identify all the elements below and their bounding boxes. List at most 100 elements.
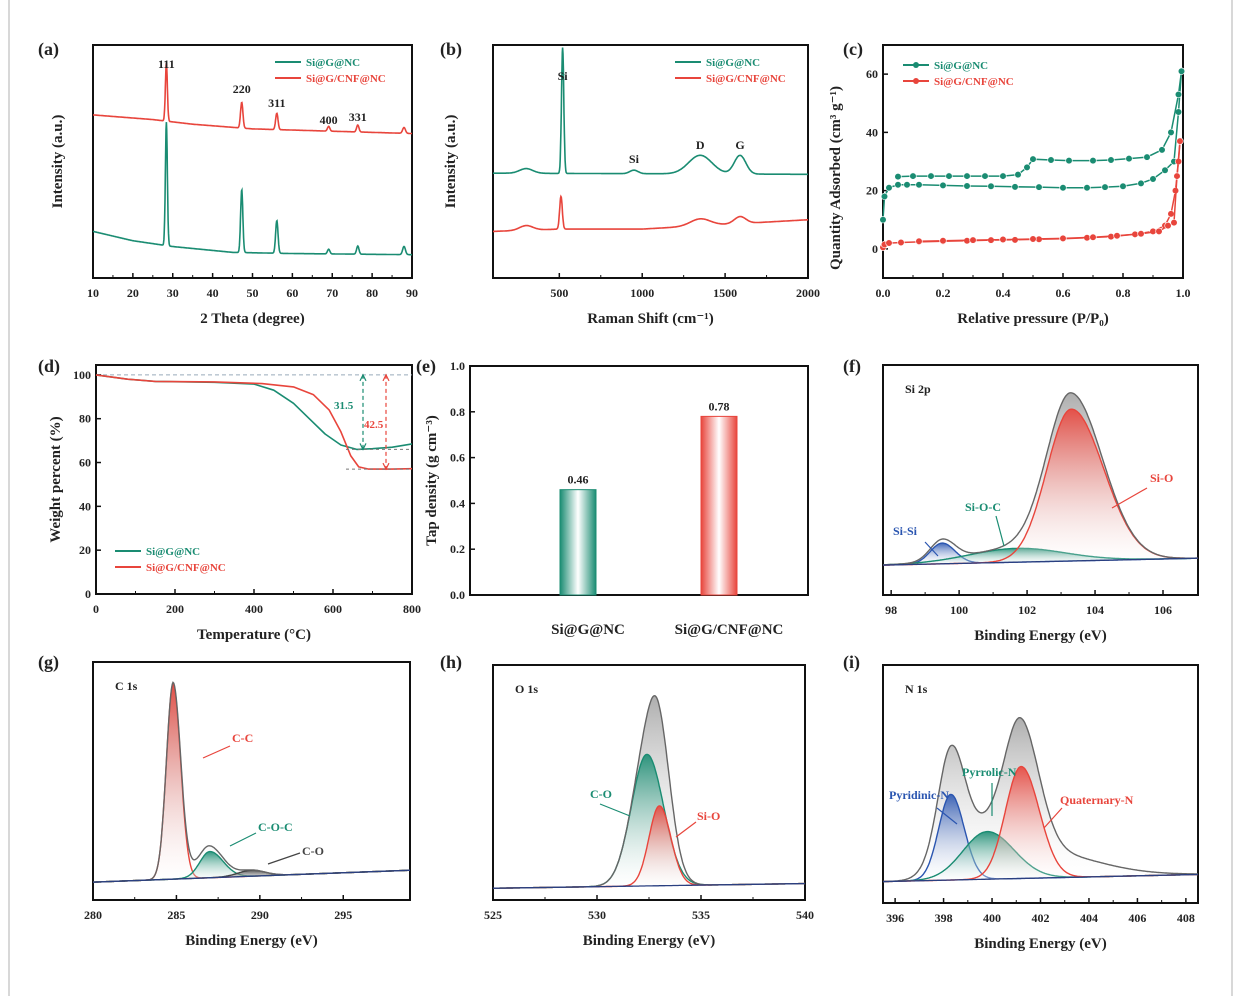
x-axis-label: 2 Theta (degree) xyxy=(200,311,304,327)
x-tick-label: 285 xyxy=(167,908,185,922)
bar-value-label: 0.78 xyxy=(709,399,730,413)
adsorption-point xyxy=(880,192,889,201)
desorption-point xyxy=(1047,156,1055,164)
adsorption-point xyxy=(879,216,887,224)
x-tick-label: 70 xyxy=(326,286,338,300)
legend-marker xyxy=(913,62,919,68)
peak-label: 111 xyxy=(158,57,175,71)
desorption-point xyxy=(1137,230,1145,238)
x-tick-label: 2000 xyxy=(796,286,820,300)
series-line-0 xyxy=(492,47,808,176)
panel-label: (f) xyxy=(843,356,861,377)
legend-label: Si@G/CNF@NC xyxy=(146,562,226,574)
y-tick-label: 60 xyxy=(866,67,878,81)
y-axis-label: Quantity Adsorbed (cm³ g⁻¹) xyxy=(828,86,844,270)
desorption-point xyxy=(1158,146,1166,154)
x-tick-label: 0.8 xyxy=(1116,286,1131,300)
peak-label: 311 xyxy=(268,96,285,110)
panel-b: (b) 500 1000 1500 2000 Raman Shift (cm⁻¹) Inte… xyxy=(440,39,820,327)
x-tick-label: 290 xyxy=(251,908,269,922)
y-axis-label: Tap density (g cm⁻³) xyxy=(424,415,440,546)
adsorption-point xyxy=(915,181,923,189)
label-pointer xyxy=(599,803,631,817)
adsorption-point xyxy=(939,181,947,189)
bar xyxy=(559,489,597,596)
x-tick-label: 600 xyxy=(324,602,342,616)
x-tick-label: 100 xyxy=(950,603,968,617)
adsorption-point xyxy=(894,181,902,189)
component-area xyxy=(493,754,805,889)
component-label: C-O xyxy=(590,787,612,801)
adsorption-point xyxy=(885,239,893,247)
category-label: Si@G/CNF@NC xyxy=(675,622,784,638)
component-area xyxy=(493,805,805,889)
plot-frame xyxy=(469,365,809,596)
series-line-0 xyxy=(92,122,412,256)
component-label: Pyrrolic-N xyxy=(962,765,1017,779)
x-axis-label: Binding Energy (eV) xyxy=(185,933,318,949)
y-axis-label: Intensity (a.u.) xyxy=(50,115,66,209)
x-tick-label: 406 xyxy=(1128,911,1146,925)
x-tick-label: 530 xyxy=(588,908,606,922)
panel-label: (g) xyxy=(38,652,59,673)
right-border xyxy=(1231,0,1233,996)
background-line xyxy=(883,557,1198,566)
panel-label: (h) xyxy=(440,652,462,673)
desorption-point xyxy=(1155,227,1163,235)
adsorption-point xyxy=(897,238,905,247)
desorption-point xyxy=(1170,219,1178,227)
adsorption-point xyxy=(1011,183,1019,191)
series-line-1 xyxy=(93,62,412,135)
bar-value-label: 0.46 xyxy=(568,473,589,487)
spectrum-title: N 1s xyxy=(905,682,928,696)
component-label: Si-O xyxy=(697,809,720,823)
desorption-point xyxy=(1177,67,1186,75)
desorption-point xyxy=(1089,233,1097,241)
x-tick-label: 525 xyxy=(484,908,502,922)
x-tick-label: 30 xyxy=(167,286,179,300)
desorption-point xyxy=(1023,163,1031,171)
x-tick-label: 98 xyxy=(885,603,897,617)
background-line xyxy=(883,873,1199,883)
y-tick-label: 0.4 xyxy=(450,496,465,510)
desorption-point xyxy=(1065,157,1073,165)
series-line-1 xyxy=(493,194,808,233)
x-tick-label: 104 xyxy=(1086,603,1104,617)
component-area xyxy=(883,766,1198,882)
x-tick-label: 800 xyxy=(403,602,421,616)
x-tick-label: 0.6 xyxy=(1056,286,1071,300)
desorption-point xyxy=(1014,171,1022,179)
adsorption-point xyxy=(885,184,893,192)
y-tick-label: 40 xyxy=(866,125,878,139)
peak-label: D xyxy=(696,138,705,152)
legend-label: Si@G/CNF@NC xyxy=(306,73,386,85)
panel-d: (d) 0 200 400 600 800 0 20 40 60 80 100 Temperature … xyxy=(38,356,421,643)
desorption-point xyxy=(1143,153,1151,161)
x-tick-label: 398 xyxy=(935,911,953,925)
y-tick-label: 40 xyxy=(79,499,91,513)
panel-f: (f) 98 100 102 104 106 Binding Energy (eV) Si 2… xyxy=(843,356,1199,644)
x-tick-label: 106 xyxy=(1154,603,1172,617)
x-tick-label: 50 xyxy=(247,286,259,300)
desorption-point xyxy=(894,173,902,181)
arrow-head xyxy=(359,373,367,451)
y-tick-label: 0 xyxy=(85,587,91,601)
envelope-area xyxy=(93,682,410,883)
desorption-point xyxy=(909,172,917,180)
y-axis-label: Weight percent (%) xyxy=(48,416,64,542)
desorption-point xyxy=(999,172,1007,180)
envelope-line xyxy=(883,392,1198,566)
component-label: Si-Si xyxy=(893,524,918,538)
peak-label: 220 xyxy=(233,82,251,96)
x-tick-label: 90 xyxy=(406,286,418,300)
desorption-point xyxy=(1173,172,1181,180)
adsorption-point xyxy=(1137,179,1145,187)
component-area xyxy=(883,831,1198,882)
desorption-point xyxy=(1174,90,1183,99)
component-label: C-O xyxy=(302,844,324,858)
x-tick-label: 1500 xyxy=(713,286,737,300)
desorption-point xyxy=(1164,221,1172,230)
desorption-point xyxy=(1176,137,1184,145)
adsorption-point xyxy=(1119,182,1127,190)
x-tick-label: 500 xyxy=(550,286,568,300)
